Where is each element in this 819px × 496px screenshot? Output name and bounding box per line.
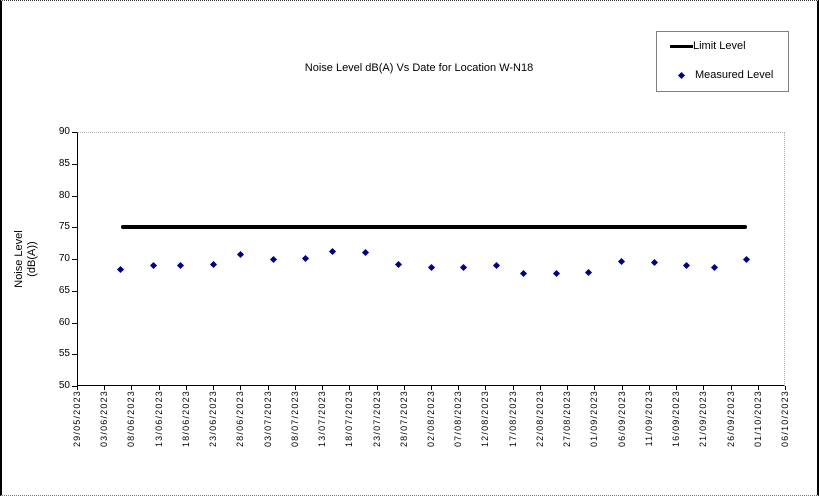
- x-tick-label: 07/08/2023: [453, 390, 464, 448]
- x-tick: [185, 386, 187, 390]
- x-tick-label: 29/05/2023: [72, 390, 82, 448]
- x-tick: [213, 386, 215, 390]
- y-tick: [72, 132, 77, 133]
- legend-label-limit: Limit Level: [693, 40, 746, 52]
- x-tick: [539, 386, 541, 390]
- x-tick: [648, 386, 650, 390]
- x-tick-label: 11/09/2023: [643, 390, 654, 447]
- y-tick-label: 55: [58, 348, 70, 360]
- x-tick: [594, 386, 596, 390]
- y-tick: [72, 322, 77, 324]
- y-tick: [72, 227, 77, 229]
- x-tick-label: 13/07/2023: [317, 390, 328, 448]
- x-tick: [403, 386, 405, 390]
- x-tick: [349, 386, 351, 390]
- y-tick: [72, 195, 77, 197]
- limit-line-swatch: [670, 45, 693, 48]
- y-tick: [72, 259, 77, 260]
- y-axis-title-line2: (dB(A)): [26, 241, 38, 277]
- x-tick: [676, 386, 678, 390]
- x-tick-label: 06/10/2023: [780, 390, 790, 448]
- x-tick-label: 08/07/2023: [289, 390, 300, 448]
- x-tick-label: 03/06/2023: [99, 390, 110, 448]
- x-tick: [322, 386, 324, 390]
- x-tick-label: 01/09/2023: [589, 390, 600, 448]
- x-tick: [131, 386, 133, 390]
- chart-title: Noise Level dB(A) Vs Date for Location W…: [304, 62, 534, 74]
- y-tick-label: 75: [58, 221, 70, 233]
- x-tick-label: 12/08/2023: [480, 390, 491, 448]
- y-tick: [72, 163, 77, 165]
- x-tick: [703, 386, 705, 390]
- x-tick-label: 18/07/2023: [344, 390, 355, 448]
- y-tick-label: 70: [58, 253, 70, 264]
- x-tick: [485, 386, 487, 390]
- x-tick-label: 22/08/2023: [534, 390, 545, 448]
- y-tick: [72, 290, 77, 292]
- limit-line: [120, 225, 747, 230]
- x-tick: [621, 386, 623, 390]
- legend: Limit Level Measured Level: [656, 31, 789, 92]
- x-tick-label: 27/08/2023: [562, 390, 573, 448]
- x-tick-label: 23/07/2023: [371, 390, 382, 448]
- x-tick-label: 13/06/2023: [153, 390, 164, 448]
- plot-area: [77, 132, 785, 386]
- x-tick: [77, 386, 78, 390]
- x-tick-label: 28/07/2023: [398, 390, 409, 448]
- x-tick-label: 21/09/2023: [698, 390, 709, 448]
- x-tick: [512, 386, 514, 390]
- y-tick-label: 60: [58, 316, 70, 328]
- y-tick: [72, 386, 77, 387]
- x-tick: [294, 386, 296, 390]
- x-tick-label: 02/08/2023: [426, 390, 436, 448]
- y-axis-title: Noise Level (dB(A)): [13, 184, 39, 334]
- x-tick-label: 26/09/2023: [725, 390, 736, 448]
- x-tick: [240, 386, 242, 390]
- x-tick: [567, 386, 569, 390]
- y-tick-label: 80: [58, 189, 70, 201]
- x-tick: [158, 386, 160, 390]
- y-tick-label: 90: [58, 126, 70, 137]
- x-tick-label: 06/09/2023: [616, 390, 627, 448]
- y-axis-title-line1: Noise Level: [13, 230, 25, 288]
- x-tick-label: 08/06/2023: [126, 390, 137, 448]
- y-tick-label: 85: [58, 157, 70, 169]
- x-tick-label: 28/06/2023: [235, 390, 246, 448]
- x-tick: [458, 386, 460, 390]
- legend-label-measured: Measured Level: [695, 69, 774, 81]
- x-tick: [267, 386, 269, 390]
- x-tick-label: 01/10/2023: [752, 390, 763, 448]
- x-tick-label: 18/06/2023: [180, 390, 191, 448]
- x-tick: [376, 386, 378, 390]
- x-tick: [785, 386, 786, 390]
- x-tick: [757, 386, 759, 390]
- y-tick-label: 65: [58, 284, 70, 296]
- x-tick: [104, 386, 106, 390]
- x-tick: [730, 386, 732, 390]
- x-tick-label: 03/07/2023: [262, 390, 273, 448]
- y-tick: [72, 354, 77, 356]
- x-tick-label: 17/08/2023: [507, 390, 518, 448]
- x-tick-label: 16/09/2023: [671, 390, 682, 448]
- measured-diamond-icon: [677, 71, 686, 80]
- x-tick: [431, 386, 432, 390]
- x-tick-label: 23/06/2023: [208, 390, 219, 448]
- y-tick-label: 50: [58, 380, 70, 391]
